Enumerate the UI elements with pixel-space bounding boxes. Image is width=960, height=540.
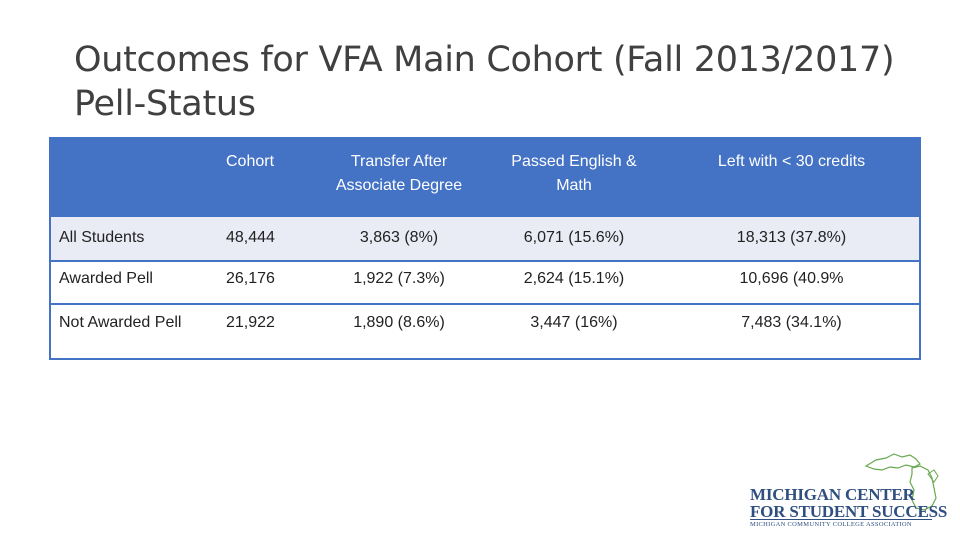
mcss-logo: MICHIGAN CENTER FOR STUDENT SUCCESS MICH… — [744, 440, 947, 532]
table-row: All Students 48,444 3,863 (8%) 6,071 (15… — [50, 215, 920, 261]
cell-english-math: 3,447 (16%) — [484, 303, 664, 359]
row-label: All Students — [50, 215, 214, 261]
slide-title-line2: Pell-Status — [74, 84, 256, 124]
cell-cohort: 26,176 — [214, 260, 314, 304]
slide-title-line1: Outcomes for VFA Main Cohort (Fall 2013/… — [74, 40, 895, 80]
logo-text-line3: MICHIGAN COMMUNITY COLLEGE ASSOCIATION — [750, 521, 912, 528]
logo-text-line2: FOR STUDENT SUCCESS — [750, 502, 948, 521]
row-label: Awarded Pell — [50, 260, 214, 304]
cell-transfer: 3,863 (8%) — [314, 215, 484, 261]
cell-left-credits: 10,696 (40.9% — [664, 260, 920, 304]
cell-cohort: 21,922 — [214, 303, 314, 359]
table-header-row: Cohort Transfer After Associate Degree P… — [50, 138, 920, 216]
cell-left-credits: 18,313 (37.8%) — [664, 215, 920, 261]
table-row: Not Awarded Pell 21,922 1,890 (8.6%) 3,4… — [50, 303, 920, 359]
cell-left-credits: 7,483 (34.1%) — [664, 303, 920, 359]
cell-cohort: 48,444 — [214, 215, 314, 261]
cell-transfer: 1,922 (7.3%) — [314, 260, 484, 304]
logo-rule — [750, 519, 932, 520]
header-cell-label — [50, 138, 214, 216]
slide-title: Outcomes for VFA Main Cohort (Fall 2013/… — [74, 38, 895, 126]
header-cell-cohort: Cohort — [226, 153, 275, 170]
header-cell-left-credits: Left with < 30 credits — [717, 153, 866, 170]
row-label: Not Awarded Pell — [50, 303, 214, 359]
cell-english-math: 6,071 (15.6%) — [484, 215, 664, 261]
table-row: Awarded Pell 26,176 1,922 (7.3%) 2,624 (… — [50, 260, 920, 304]
logo-text-line1: MICHIGAN CENTER — [750, 485, 915, 504]
michigan-map-icon — [864, 453, 939, 511]
header-cell-transfer: Transfer After Associate Degree — [335, 153, 463, 194]
cell-transfer: 1,890 (8.6%) — [314, 303, 484, 359]
header-cell-english-math: Passed English & Math — [511, 153, 637, 194]
outcomes-table: Cohort Transfer After Associate Degree P… — [49, 137, 921, 360]
cell-english-math: 2,624 (15.1%) — [484, 260, 664, 304]
